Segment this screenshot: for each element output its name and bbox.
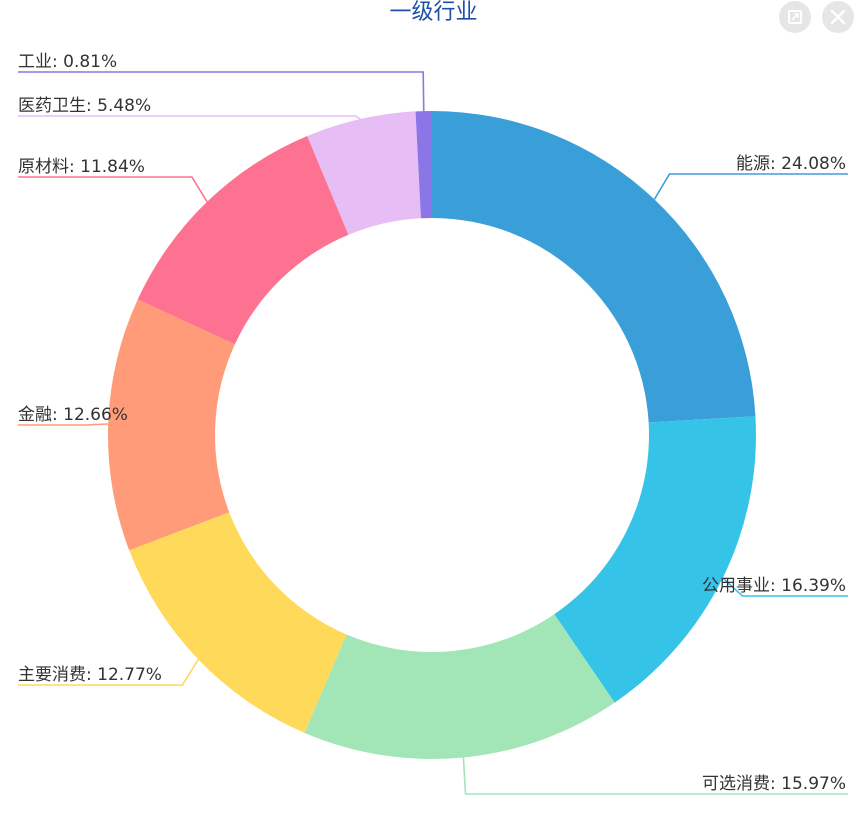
- donut-slice-6[interactable]: [137, 135, 349, 345]
- label-leader-lines: [18, 71, 848, 795]
- restore-icon: [788, 10, 802, 24]
- close-button[interactable]: [822, 1, 854, 33]
- close-icon: [830, 9, 846, 25]
- slice-label-5: 金融: 12.66%: [18, 405, 128, 425]
- leader-line-1: [653, 173, 848, 200]
- slice-labels: 能源: 24.08% 公用事业: 16.39% 可选消费: 15.97% 主要消费: …: [18, 52, 846, 794]
- slice-label-3: 可选消费: 15.97%: [702, 774, 846, 794]
- slice-label-2: 公用事业: 16.39%: [702, 576, 846, 596]
- restore-button[interactable]: [779, 1, 811, 33]
- donut-slice-2[interactable]: [554, 416, 757, 703]
- slice-label-1: 能源: 24.08%: [736, 154, 846, 174]
- donut-slice-5[interactable]: [108, 299, 235, 551]
- leader-line-4: [18, 658, 199, 686]
- leader-line-8: [18, 71, 425, 112]
- slice-label-8: 工业: 0.81%: [18, 52, 117, 72]
- donut-slices: [108, 111, 757, 759]
- leader-line-3: [462, 757, 848, 795]
- donut-slice-4[interactable]: [129, 512, 347, 733]
- donut-slice-7[interactable]: [307, 111, 421, 235]
- donut-slice-3[interactable]: [304, 614, 615, 759]
- leader-line-6: [18, 176, 208, 203]
- slice-label-7: 医药卫生: 5.48%: [18, 96, 151, 116]
- slice-label-6: 原材料: 11.84%: [18, 157, 145, 177]
- leader-line-2: [722, 577, 848, 597]
- leader-line-5: [18, 423, 109, 426]
- donut-slice-1[interactable]: [432, 111, 756, 423]
- donut-slice-8[interactable]: [415, 111, 432, 219]
- chart-title: 一级行业: [389, 0, 478, 25]
- slice-label-4: 主要消费: 12.77%: [18, 665, 162, 685]
- leader-line-7: [18, 115, 361, 120]
